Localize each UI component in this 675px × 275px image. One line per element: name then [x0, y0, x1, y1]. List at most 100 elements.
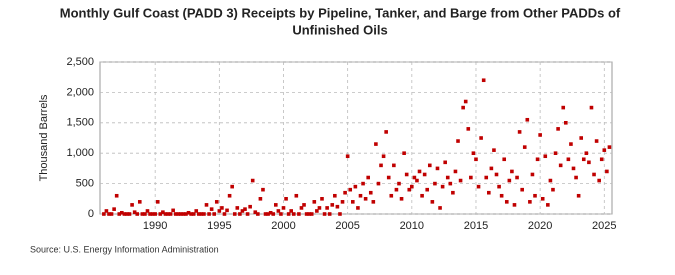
point: [340, 200, 345, 204]
point: [130, 203, 134, 207]
point: [248, 204, 252, 209]
point: [291, 212, 296, 216]
point: [245, 212, 250, 216]
x-tick-label: 2020: [528, 220, 552, 232]
point: [407, 187, 412, 192]
point: [327, 212, 332, 216]
point: [312, 200, 317, 204]
point: [286, 212, 291, 216]
point: [179, 212, 183, 216]
point: [448, 181, 453, 186]
point: [451, 190, 455, 195]
y-axis-label: Thousand Barrels: [38, 94, 50, 181]
point: [533, 193, 537, 198]
point: [520, 187, 524, 192]
point: [202, 212, 206, 216]
point: [197, 212, 201, 216]
point: [120, 210, 124, 215]
y-tick-label: 500: [76, 178, 94, 190]
point: [163, 212, 168, 216]
point: [417, 169, 422, 174]
point: [222, 212, 227, 216]
point: [528, 200, 532, 204]
point: [243, 207, 247, 211]
point: [325, 206, 329, 210]
point: [145, 209, 150, 213]
point: [571, 166, 576, 171]
point: [225, 208, 229, 213]
point: [463, 99, 468, 104]
point: [435, 166, 440, 171]
point: [466, 127, 471, 131]
point: [502, 157, 507, 162]
point: [366, 175, 370, 180]
point: [317, 206, 322, 210]
point: [589, 105, 594, 110]
point: [548, 178, 553, 183]
point: [194, 209, 199, 213]
point: [171, 208, 175, 213]
point: [512, 203, 517, 207]
point: [558, 163, 563, 168]
point: [497, 184, 501, 189]
point: [546, 203, 550, 207]
point: [258, 197, 263, 201]
point: [104, 209, 109, 213]
point: [320, 197, 324, 201]
point: [453, 169, 458, 174]
point: [345, 154, 350, 159]
point: [471, 151, 476, 155]
y-tick-label: 2,500: [66, 56, 94, 68]
point: [307, 212, 311, 216]
point: [363, 197, 368, 201]
point: [543, 154, 548, 159]
point: [153, 212, 157, 216]
point: [143, 212, 147, 216]
point: [333, 193, 337, 198]
point: [158, 212, 163, 216]
point: [214, 200, 219, 204]
point: [204, 203, 209, 207]
point: [238, 212, 242, 216]
point: [389, 193, 394, 198]
point: [266, 212, 270, 216]
point: [574, 175, 578, 180]
point: [461, 105, 465, 110]
point: [579, 136, 584, 140]
point: [430, 200, 435, 204]
point: [420, 193, 424, 198]
point: [561, 105, 566, 110]
point: [489, 166, 494, 171]
point: [487, 190, 491, 195]
point: [412, 175, 417, 180]
point: [299, 206, 304, 210]
point: [564, 121, 568, 125]
point: [127, 212, 132, 216]
point: [209, 207, 214, 211]
point: [397, 181, 401, 186]
point: [540, 197, 545, 201]
point: [348, 187, 353, 192]
point: [230, 184, 234, 189]
point: [181, 212, 186, 216]
point: [227, 193, 232, 198]
point: [427, 163, 432, 168]
point: [494, 172, 499, 177]
point: [584, 151, 589, 155]
point: [186, 210, 191, 215]
point: [530, 172, 535, 177]
point: [350, 200, 355, 204]
point: [425, 187, 430, 192]
point: [576, 193, 581, 198]
point: [148, 212, 152, 216]
point: [284, 197, 288, 201]
point: [191, 212, 196, 216]
point: [297, 212, 301, 216]
point: [176, 212, 181, 216]
point: [597, 178, 601, 183]
point: [150, 212, 155, 216]
point: [232, 212, 237, 216]
point: [507, 178, 512, 183]
point: [433, 181, 437, 186]
